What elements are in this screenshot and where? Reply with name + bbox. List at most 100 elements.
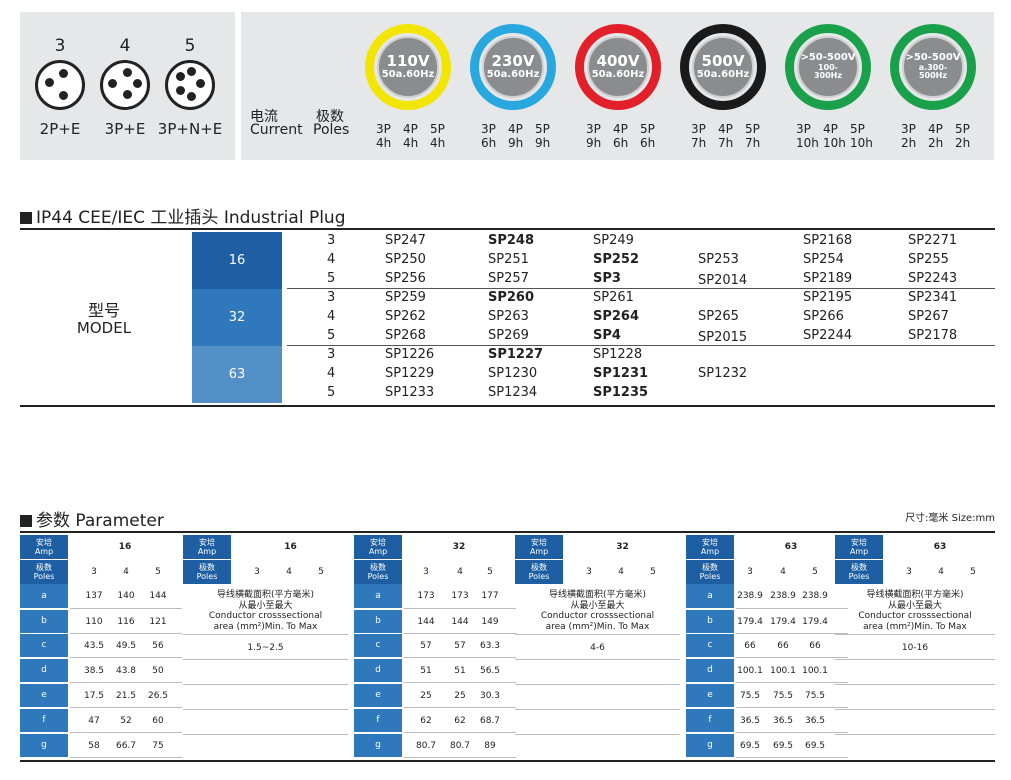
row-separator [404,608,516,609]
param-value: 56.5 [479,666,501,676]
poles-header-en: Poles [699,572,721,581]
amp-header: 安培 Amp [183,535,231,559]
poles-header: 极数 Poles [515,560,563,584]
param-bottom-rule [20,760,995,762]
model-code: SP2014 [698,273,748,288]
param-value: 75.5 [804,691,826,701]
conductor-range: 4-6 [590,643,605,653]
poles-hours: 3P 4P 5P 7h 7h 7h [691,122,781,150]
amp-header-en: Amp [529,547,549,556]
param-pole-number: 5 [318,567,324,577]
param-value: 80.7 [415,741,437,751]
row-separator [736,633,848,634]
model-code: SP251 [488,252,529,267]
group-divider [287,345,995,346]
poles-header: 极数 Poles [354,560,402,584]
frequency-value: 50a.60Hz [486,68,540,80]
row-separator [736,757,848,758]
row-separator [183,659,348,660]
param-pole-number: 3 [423,567,429,577]
hour-value: 7h [745,136,761,150]
param-value: 144 [451,617,469,627]
model-code: SP1235 [593,385,649,400]
param-value: 21.5 [115,691,137,701]
row-separator [835,734,995,735]
conductor-zh-2: 从最小至最大 [238,601,293,611]
row-separator [736,657,848,658]
plug-config-label: 2P+E [39,120,81,138]
conductor-zh-2: 从最小至最大 [887,601,942,611]
model-code: SP1229 [385,366,435,381]
model-code: SP253 [698,252,739,267]
row-separator [70,732,182,733]
hours-row: 9h 6h 6h [586,136,676,150]
pole-label: 3P [796,122,811,136]
param-pole-number: 3 [906,567,912,577]
param-value: 36.5 [739,716,761,726]
amp-cell: 32 [192,289,282,346]
voltage-disc: 400V 50a.60Hz [587,36,649,98]
param-row-label: g [686,734,734,757]
param-value: 50 [152,666,164,676]
row-separator [835,684,995,685]
param-value: 52 [120,716,132,726]
poles-header: 极数 Poles [686,560,734,584]
poles-row: 3P 4P 5P [796,122,886,136]
frequency-value: a.300- [918,62,948,72]
param-value: 38.5 [83,666,105,676]
poles-header-en: Poles [196,572,218,581]
poles-header-en: Poles [33,572,55,581]
model-code: SP2195 [803,290,853,305]
param-pole-number: 4 [938,567,944,577]
pole-label: 3P [376,122,391,136]
param-pole-number: 4 [123,567,129,577]
pin-dot [187,67,196,76]
poles-row: 3P 4P 5P [901,122,991,136]
amp-header-zh: 安培 [531,538,547,547]
hour-value: 9h [508,136,524,150]
param-row-label: a [686,584,734,608]
poles-row: 3P 4P 5P [376,122,466,136]
amp-header-en: Amp [700,547,720,556]
param-row-label: c [354,634,402,657]
param-row-label: a [354,584,402,608]
param-value: 149 [481,617,499,627]
frequency-value: 50a.60Hz [381,68,435,80]
param-value: 110 [85,617,103,627]
model-label-zh: 型号 [87,301,120,320]
row-separator [736,608,848,609]
pole-label: 5P [535,122,550,136]
param-value: 140 [117,591,135,601]
model-code: SP268 [385,328,426,343]
frequency-value-2: 500Hz [918,71,948,81]
model-code: SP1233 [385,385,435,400]
pole-label: 5P [850,122,865,136]
conductor-en-2: area (mm²)Min. To Max [545,622,650,632]
param-pole-number: 4 [286,567,292,577]
amp-header-zh: 安培 [370,538,386,547]
param-value: 26.5 [147,691,169,701]
conductor-range: 1.5~2.5 [247,643,284,653]
row-separator [515,709,680,710]
poles-hours: 3P 4P 5P 6h 9h 9h [481,122,571,150]
pole-label: 4P [613,122,628,136]
amp-header-en: Amp [368,547,388,556]
row-separator [835,659,995,660]
poles-number: 4 [327,366,336,381]
conductor-en-1: Conductor crosssectional [540,611,655,621]
hours-row: 10h 10h 10h [796,136,886,150]
title-square-icon [20,212,32,224]
param-pole-number: 4 [457,567,463,577]
frequency-value-2: 300Hz [813,71,843,81]
plug-pin-count: 5 [184,36,196,56]
row-separator [183,684,348,685]
hour-value: 9h [586,136,602,150]
model-code: SP2178 [908,328,958,343]
pole-label: 5P [955,122,970,136]
row-separator [404,757,516,758]
plug-config-label: 3P+N+E [157,120,223,138]
voltage-disc: 110V 50a.60Hz [377,36,439,98]
poles-header: 极数 Poles [20,560,68,584]
amp-header-en: Amp [34,547,54,556]
model-code: SP265 [698,309,739,324]
